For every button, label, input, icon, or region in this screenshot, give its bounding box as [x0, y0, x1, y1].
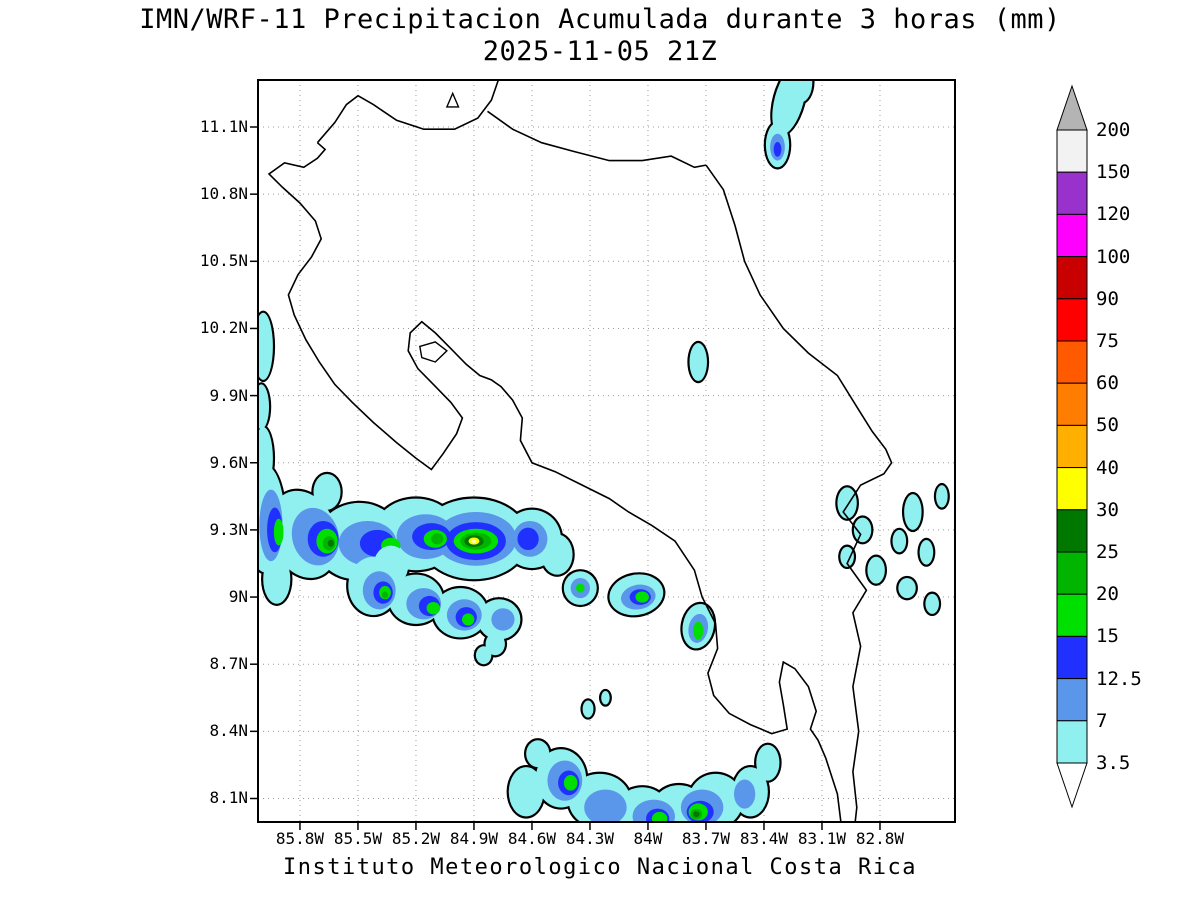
colorbar-tick-label: 75	[1096, 330, 1119, 352]
lon-tick-label: 83.4W	[739, 829, 789, 848]
colorbar-tick-label: 40	[1096, 456, 1119, 479]
colorbar-tick-label: 15	[1096, 625, 1119, 648]
colorbar-segment	[1056, 171, 1088, 215]
coastline	[267, 80, 893, 822]
colorbar-segment	[1056, 256, 1088, 300]
lat-tick-label: 8.4N	[209, 721, 248, 741]
colorbar-tick-label: 100	[1096, 245, 1131, 268]
colorbar-segment	[1056, 340, 1088, 384]
lon-tick-label: 85.2W	[391, 829, 441, 848]
lon-tick-label: 85.5W	[333, 829, 383, 848]
colorbar-segment	[1056, 213, 1088, 258]
colorbar-segment	[1056, 424, 1088, 469]
precip-contours	[258, 80, 950, 822]
colorbar-tick-label: 150	[1096, 161, 1131, 184]
lat-tick-label: 10.8N	[199, 184, 248, 204]
lat-tick-label: 8.7N	[209, 654, 248, 674]
colorbar-tick-label: 12.5	[1096, 667, 1142, 690]
axis-ticks	[250, 126, 881, 830]
colorbar-segment	[1056, 467, 1088, 511]
lon-tick-label: 83.7W	[681, 829, 731, 848]
lat-tick-label: 9N	[228, 587, 248, 607]
lon-tick-label: 85.8W	[275, 829, 325, 848]
colorbar-segment	[1056, 635, 1088, 680]
lon-tick-label: 83.1W	[797, 829, 847, 848]
colorbar-tick-label: 50	[1096, 414, 1119, 437]
colorbar-segment	[1056, 129, 1088, 173]
colorbar-tick-label: 60	[1096, 372, 1119, 395]
map-canvas	[250, 79, 956, 830]
colorbar-tick-label: 20	[1096, 583, 1119, 606]
lat-tick-label: 8.1N	[209, 788, 248, 808]
colorbar-tick-label: 3.5	[1096, 752, 1131, 774]
lat-tick-label: 9.3N	[209, 519, 248, 539]
colorbar-tick-label: 25	[1096, 541, 1119, 563]
colorbar	[1056, 84, 1088, 809]
colorbar-arrow-bottom	[1056, 762, 1088, 809]
colorbar-arrow-top	[1056, 84, 1088, 131]
colorbar-segment	[1056, 720, 1088, 764]
colorbar-segment	[1056, 382, 1088, 426]
lon-tick-label: 84W	[633, 829, 663, 848]
colorbar-segment	[1056, 593, 1088, 637]
colorbar-segment	[1056, 678, 1088, 722]
lat-tick-label: 11.1N	[199, 117, 248, 136]
lat-tick-label: 10.5N	[199, 251, 248, 271]
colorbar-segment	[1056, 509, 1088, 553]
colorbar-tick-label: 200	[1096, 119, 1131, 141]
chart-title: IMN/WRF-11 Precipitacion Acumulada duran…	[139, 4, 1061, 35]
colorbar-tick-label: 7	[1096, 709, 1108, 732]
lon-tick-label: 82.8W	[855, 829, 905, 848]
colorbar-tick-label: 90	[1096, 287, 1119, 310]
frame-border	[257, 79, 956, 823]
footer-credit: Instituto Meteorologico Nacional Costa R…	[282, 855, 918, 880]
colorbar-tick-label: 30	[1096, 498, 1119, 521]
lon-tick-label: 84.3W	[565, 829, 615, 848]
colorbar-segment	[1056, 551, 1088, 595]
lat-tick-label: 9.9N	[209, 385, 248, 405]
lat-tick-label: 10.2N	[199, 318, 248, 338]
lon-tick-label: 84.6W	[507, 829, 557, 848]
lon-tick-label: 84.9W	[449, 829, 499, 848]
grid-lines	[258, 80, 955, 822]
lat-tick-label: 9.6N	[209, 452, 248, 472]
chart-subtitle: 2025-11-05 21Z	[482, 36, 718, 67]
colorbar-tick-label: 120	[1096, 203, 1131, 226]
colorbar-segment	[1056, 298, 1088, 342]
